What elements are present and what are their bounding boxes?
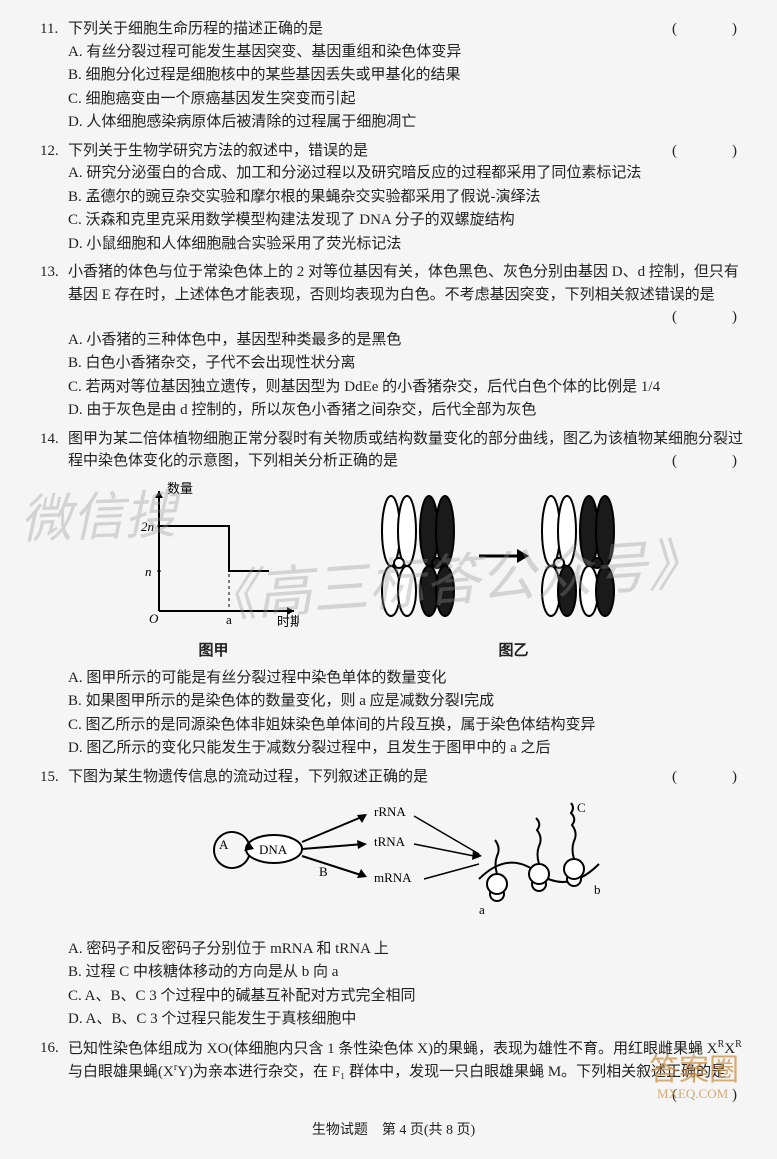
label-b: B <box>319 864 328 879</box>
q12-opt-a: A. 研究分泌蛋白的合成、加工和分泌过程以及研究暗反应的过程都采用了同位素标记法 <box>68 162 747 185</box>
q11-stem-text: 下列关于细胞生命历程的描述正确的是 <box>68 21 323 37</box>
q14-options: A. 图甲所示的可能是有丝分裂过程中染色单体的数量变化 B. 如果图甲所示的是染… <box>68 667 747 760</box>
chart-jia-svg: 数量 时期 2n n O a <box>129 481 299 631</box>
question-16: 16. 已知性染色体组成为 XO(体细胞内只含 1 条性染色体 X)的果蝇，表现… <box>40 1037 747 1107</box>
page-footer: 生物试题 第 4 页(共 8 页) <box>40 1120 747 1141</box>
q11-options: A. 有丝分裂过程可能发生基因突变、基因重组和染色体变异 B. 细胞分化过程是细… <box>68 41 747 134</box>
figure-jia: 数量 时期 2n n O a 图甲 <box>129 481 299 663</box>
q13-stem: 小香猪的体色与位于常染色体上的 2 对等位基因有关，体色黑色、灰色分别由基因 D… <box>68 261 747 329</box>
q12-stem: 下列关于生物学研究方法的叙述中，错误的是 ( ) <box>68 140 747 163</box>
dna-label: DNA <box>259 842 288 857</box>
mrna-label: mRNA <box>374 870 412 885</box>
q13-opt-d: D. 由于灰色是由 d 控制的，所以灰色小香猪之间杂交，后代全部为灰色 <box>68 399 747 422</box>
question-13: 13. 小香猪的体色与位于常染色体上的 2 对等位基因有关，体色黑色、灰色分别由… <box>40 261 747 422</box>
q12-opt-d: D. 小鼠细胞和人体细胞融合实验采用了荧光标记法 <box>68 233 747 256</box>
q15-options: A. 密码子和反密码子分别位于 mRNA 和 tRNA 上 B. 过程 C 中核… <box>68 938 747 1031</box>
flow-diagram-svg: DNA A rRNA tRNA mRNA B <box>179 794 609 924</box>
q15-opt-c: C. A、B、C 3 个过程中的碱基互补配对方式完全相同 <box>68 985 747 1008</box>
q12-num: 12. <box>40 140 68 163</box>
q14-stem-text: 图甲为某二倍体植物细胞正常分裂时有关物质或结构数量变化的部分曲线，图乙为该植物某… <box>68 431 743 470</box>
q11-opt-b: B. 细胞分化过程是细胞核中的某些基因丢失或甲基化的结果 <box>68 64 747 87</box>
origin-o: O <box>149 611 159 626</box>
figure-yi: 图乙 <box>369 481 659 663</box>
q11-opt-d: D. 人体细胞感染病原体后被清除的过程属于细胞凋亡 <box>68 111 747 134</box>
q12-opt-c: C. 沃森和克里克采用数学模型构建法发现了 DNA 分子的双螺旋结构 <box>68 209 747 232</box>
q14-opt-d: D. 图乙所示的变化只能发生于减数分裂过程中，且发生于图甲中的 a 之后 <box>68 737 747 760</box>
q12-opt-b: B. 孟德尔的豌豆杂交实验和摩尔根的果蝇杂交实验都采用了假说-演绎法 <box>68 186 747 209</box>
q16-num: 16. <box>40 1037 68 1107</box>
q13-options: A. 小香猪的三种体色中，基因型种类最多的是黑色 B. 白色小香猪杂交，子代不会… <box>68 329 747 422</box>
q15-stem: 下图为某生物遗传信息的流动过程，下列叙述正确的是 ( ) <box>68 766 747 789</box>
q13-opt-a: A. 小香猪的三种体色中，基因型种类最多的是黑色 <box>68 329 747 352</box>
q14-opt-a: A. 图甲所示的可能是有丝分裂过程中染色单体的数量变化 <box>68 667 747 690</box>
question-14: 14. 图甲为某二倍体植物细胞正常分裂时有关物质或结构数量变化的部分曲线，图乙为… <box>40 428 747 760</box>
q11-paren: ( ) <box>672 18 757 41</box>
q14-figures: 数量 时期 2n n O a 图甲 <box>40 481 747 663</box>
figure-jia-label: 图甲 <box>129 640 299 663</box>
q13-opt-c: C. 若两对等位基因独立遗传，则基因型为 DdEe 的小香猪杂交，后代白色个体的… <box>68 376 747 399</box>
label-a: A <box>219 837 229 852</box>
q13-num: 13. <box>40 261 68 329</box>
label-a2: a <box>479 902 485 917</box>
trna-label: tRNA <box>374 834 406 849</box>
q13-opt-b: B. 白色小香猪杂交，子代不会出现性状分离 <box>68 352 747 375</box>
ytick-n: n <box>145 564 152 579</box>
q15-paren: ( ) <box>672 766 757 789</box>
q15-opt-b: B. 过程 C 中核糖体移动的方向是从 b 向 a <box>68 961 747 984</box>
q11-opt-c: C. 细胞癌变由一个原癌基因发生突变而引起 <box>68 88 747 111</box>
q12-stem-text: 下列关于生物学研究方法的叙述中，错误的是 <box>68 143 368 159</box>
q15-stem-text: 下图为某生物遗传信息的流动过程，下列叙述正确的是 <box>68 769 428 785</box>
q15-figure: DNA A rRNA tRNA mRNA B <box>40 794 747 932</box>
label-c: C <box>577 800 586 815</box>
q14-paren: ( ) <box>672 450 757 473</box>
label-b2: b <box>594 882 601 897</box>
q16-stem: 已知性染色体组成为 XO(体细胞内只含 1 条性染色体 X)的果蝇，表现为雄性不… <box>68 1037 747 1107</box>
q15-opt-d: D. A、B、C 3 个过程只能发生于真核细胞中 <box>68 1008 747 1031</box>
q14-opt-c: C. 图乙所示的是同源染色体非姐妹染色单体间的片段互换，属于染色体结构变异 <box>68 714 747 737</box>
q14-opt-b: B. 如果图甲所示的是染色体的数量变化，则 a 应是减数分裂Ⅰ完成 <box>68 690 747 713</box>
q12-options: A. 研究分泌蛋白的合成、加工和分泌过程以及研究暗反应的过程都采用了同位素标记法… <box>68 162 747 255</box>
q15-opt-a: A. 密码子和反密码子分别位于 mRNA 和 tRNA 上 <box>68 938 747 961</box>
xmark-a: a <box>226 612 232 627</box>
rrna-label: rRNA <box>374 804 406 819</box>
q13-paren: ( ) <box>672 306 757 329</box>
q11-opt-a: A. 有丝分裂过程可能发生基因突变、基因重组和染色体变异 <box>68 41 747 64</box>
q15-num: 15. <box>40 766 68 789</box>
ytick-2n: 2n <box>141 519 154 534</box>
q11-stem: 下列关于细胞生命历程的描述正确的是 ( ) <box>68 18 747 41</box>
xlabel-text: 时期 <box>277 614 299 629</box>
question-11: 11. 下列关于细胞生命历程的描述正确的是 ( ) A. 有丝分裂过程可能发生基… <box>40 18 747 134</box>
q12-paren: ( ) <box>672 140 757 163</box>
q14-num: 14. <box>40 428 68 473</box>
ylabel-text: 数量 <box>167 481 193 496</box>
q11-num: 11. <box>40 18 68 41</box>
question-12: 12. 下列关于生物学研究方法的叙述中，错误的是 ( ) A. 研究分泌蛋白的合… <box>40 140 747 256</box>
chromosome-yi-svg <box>369 481 659 631</box>
question-15: 15. 下图为某生物遗传信息的流动过程，下列叙述正确的是 ( ) DNA A r… <box>40 766 747 1031</box>
q13-stem-text: 小香猪的体色与位于常染色体上的 2 对等位基因有关，体色黑色、灰色分别由基因 D… <box>68 264 739 303</box>
figure-yi-label: 图乙 <box>369 640 659 663</box>
q14-stem: 图甲为某二倍体植物细胞正常分裂时有关物质或结构数量变化的部分曲线，图乙为该植物某… <box>68 428 747 473</box>
